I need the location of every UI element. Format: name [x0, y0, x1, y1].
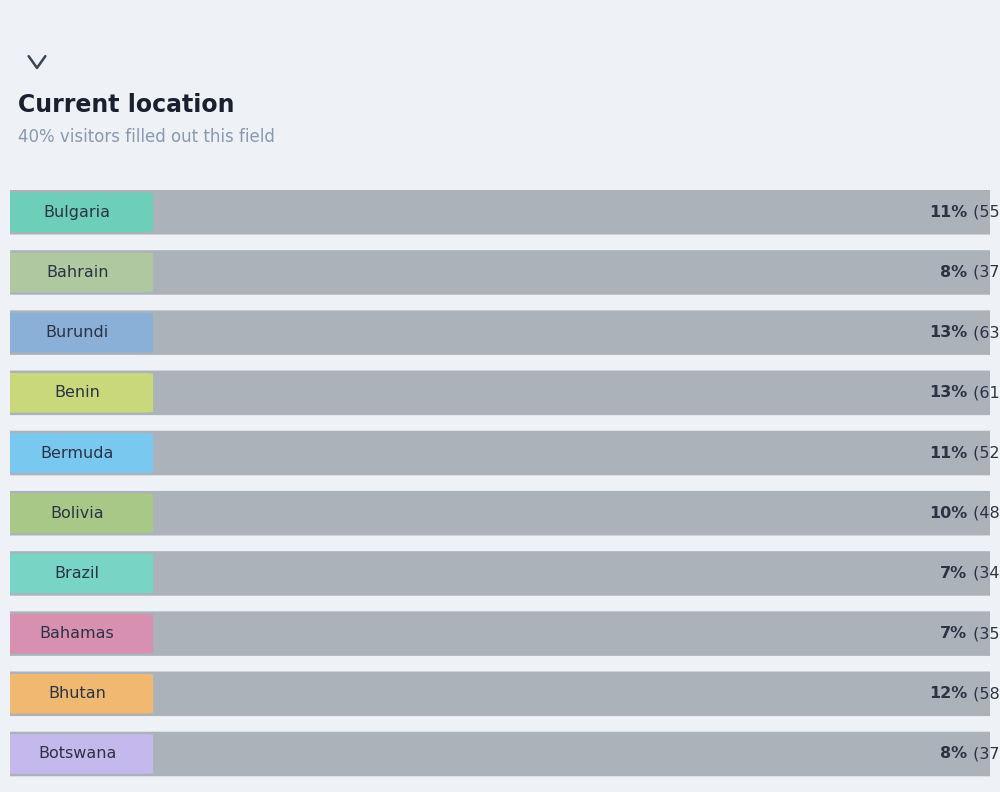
FancyBboxPatch shape [0, 551, 1000, 596]
FancyBboxPatch shape [1, 373, 153, 413]
Text: (37): (37) [968, 747, 1000, 761]
FancyBboxPatch shape [1, 433, 153, 473]
Text: 12%: 12% [929, 687, 967, 701]
FancyBboxPatch shape [1, 253, 153, 292]
Text: 8%: 8% [940, 265, 967, 280]
FancyBboxPatch shape [1, 313, 153, 352]
Text: (55): (55) [968, 205, 1000, 219]
FancyBboxPatch shape [0, 371, 1000, 415]
Text: Current location: Current location [18, 93, 234, 117]
Text: (34): (34) [968, 566, 1000, 581]
FancyBboxPatch shape [1, 192, 153, 232]
Text: Burundi: Burundi [46, 326, 109, 340]
Text: Brazil: Brazil [55, 566, 100, 581]
FancyBboxPatch shape [1, 493, 153, 533]
Text: 7%: 7% [940, 626, 967, 641]
Text: Bahrain: Bahrain [46, 265, 108, 280]
FancyBboxPatch shape [0, 190, 1000, 234]
Text: 11%: 11% [929, 446, 967, 460]
Text: 10%: 10% [929, 506, 967, 520]
FancyBboxPatch shape [0, 491, 1000, 535]
Text: (35): (35) [968, 626, 1000, 641]
FancyBboxPatch shape [1, 614, 153, 653]
FancyBboxPatch shape [0, 672, 1000, 716]
FancyBboxPatch shape [0, 431, 1000, 475]
FancyBboxPatch shape [0, 310, 1000, 355]
Text: 11%: 11% [929, 205, 967, 219]
Text: Botswana: Botswana [38, 747, 116, 761]
Text: Benin: Benin [54, 386, 100, 400]
Text: (48): (48) [968, 506, 1000, 520]
FancyBboxPatch shape [0, 732, 1000, 776]
Text: 13%: 13% [929, 326, 967, 340]
FancyBboxPatch shape [1, 734, 153, 774]
FancyBboxPatch shape [0, 250, 1000, 295]
Text: 8%: 8% [940, 747, 967, 761]
FancyBboxPatch shape [1, 674, 153, 714]
FancyBboxPatch shape [0, 611, 1000, 656]
Text: Bolivia: Bolivia [50, 506, 104, 520]
Text: 7%: 7% [940, 566, 967, 581]
Text: (61): (61) [968, 386, 1000, 400]
Text: 13%: 13% [929, 386, 967, 400]
Text: Bahamas: Bahamas [40, 626, 115, 641]
Text: Bermuda: Bermuda [40, 446, 114, 460]
Text: (37): (37) [968, 265, 1000, 280]
Text: (63): (63) [968, 326, 1000, 340]
Text: Bulgaria: Bulgaria [44, 205, 111, 219]
Text: Bhutan: Bhutan [48, 687, 106, 701]
Text: (52): (52) [968, 446, 1000, 460]
FancyBboxPatch shape [1, 554, 153, 593]
Text: (58): (58) [968, 687, 1000, 701]
Text: 40% visitors filled out this field: 40% visitors filled out this field [18, 128, 275, 147]
